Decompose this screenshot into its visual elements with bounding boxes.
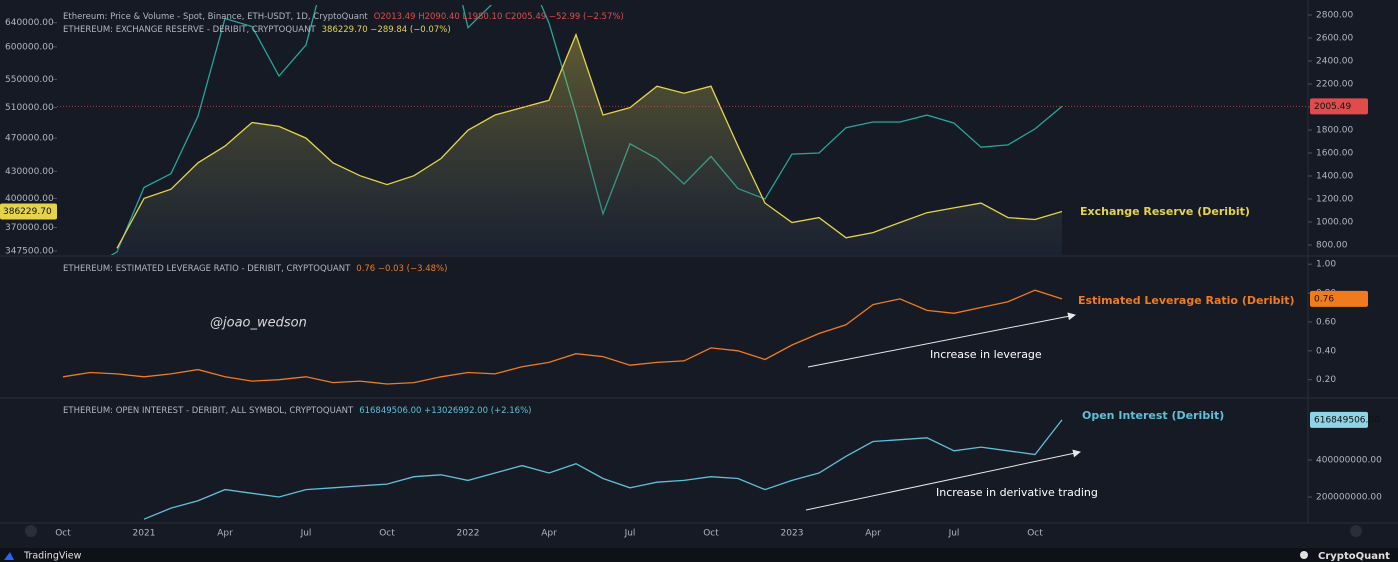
x-tick-label: Oct <box>703 529 719 539</box>
legend-entry: ETHEREUM: ESTIMATED LEVERAGE RATIO - DER… <box>63 264 447 274</box>
footer-left: TradingView <box>23 551 82 562</box>
series-line <box>143 419 1063 520</box>
value-badge-label: 2005.49 <box>1314 102 1351 112</box>
x-tick-label: 2022 <box>457 529 480 539</box>
value-badge <box>1310 98 1368 115</box>
plot <box>62 289 1063 385</box>
y2-tick-label: 370000.00 <box>5 223 54 233</box>
x-tick-label: 2021 <box>133 529 156 539</box>
annotation: Estimated Leverage Ratio (Deribit) <box>1078 294 1295 307</box>
y2-tick-label: 470000.00 <box>5 134 54 144</box>
series-line <box>116 32 1063 249</box>
x-tick-label: 2023 <box>781 529 804 539</box>
y2-tick-label: 347500.00 <box>5 246 54 256</box>
legend-name: Ethereum: Price & Volume - Spot, Binance… <box>63 12 368 22</box>
annotation: Increase in leverage <box>930 348 1042 361</box>
y-tick-label: 800.00 <box>1316 240 1348 250</box>
x-tick-label: Jul <box>624 529 636 539</box>
x-tick-label: Oct <box>1027 529 1043 539</box>
arrow <box>807 312 1076 368</box>
value-badge-label: 616849506.00 <box>1314 415 1380 425</box>
value-badge <box>1310 290 1368 307</box>
x-tick-label: Oct <box>379 529 395 539</box>
x-tick-label: Jul <box>300 529 312 539</box>
background <box>0 0 1398 548</box>
area <box>117 34 1062 255</box>
y2-tick-label: 640000.00 <box>5 18 54 28</box>
arrow <box>805 449 1081 511</box>
y-tick-label: 2200.00 <box>1316 80 1353 90</box>
y-tick-label: 2400.00 <box>1316 57 1353 67</box>
legend-name: ETHEREUM: ESTIMATED LEVERAGE RATIO - DER… <box>63 264 351 274</box>
series-line <box>62 289 1063 385</box>
watermark: @joao_wedson <box>210 316 307 331</box>
x-tick-label: Jul <box>948 529 960 539</box>
value-badge-label: 0.76 <box>1314 294 1334 304</box>
y-tick-label: 0.60 <box>1316 317 1336 327</box>
y-tick-label: 2600.00 <box>1316 34 1353 44</box>
y-tick-label: 2800.00 <box>1316 11 1353 21</box>
button[interactable] <box>25 525 37 537</box>
y-tick-label: 200000000.00 <box>1316 493 1382 503</box>
annotation: Exchange Reserve (Deribit) <box>1080 205 1250 218</box>
x-tick-label: Oct <box>55 529 71 539</box>
y-tick-label: 1200.00 <box>1316 194 1353 204</box>
legend-name: ETHEREUM: OPEN INTEREST - DERIBIT, ALL S… <box>63 406 354 416</box>
y-tick-label: 1800.00 <box>1316 126 1353 136</box>
y-tick-label: 1000.00 <box>1316 217 1353 227</box>
value-badge <box>1310 411 1368 428</box>
y-tick-label: 1600.00 <box>1316 148 1353 158</box>
plot <box>110 5 1063 255</box>
x-tick-label: Apr <box>217 529 233 539</box>
x-tick-label: Apr <box>541 529 557 539</box>
y-tick-label: 0.20 <box>1316 375 1336 385</box>
legend-name: ETHEREUM: EXCHANGE RESERVE - DERIBIT, CR… <box>63 25 316 35</box>
legend-entry: ETHEREUM: OPEN INTEREST - DERIBIT, ALL S… <box>63 406 531 416</box>
value-badge <box>0 203 57 220</box>
logo <box>4 552 14 560</box>
y-tick-label: 1.00 <box>1316 260 1336 270</box>
legend-values: 616849506.00 +13026992.00 (+2.16%) <box>359 406 531 416</box>
footer-right: CryptoQuant <box>1318 551 1390 562</box>
y2-tick-label: 400000.00 <box>5 194 54 204</box>
y2-tick-label: 510000.00 <box>5 103 54 113</box>
plot <box>143 419 1063 520</box>
x-tick-label: Apr <box>865 529 881 539</box>
legend-values: 386229.70 −289.84 (−0.07%) <box>322 25 451 35</box>
annotation: Open Interest (Deribit) <box>1082 409 1224 422</box>
y-tick-label: 0.40 <box>1316 346 1336 356</box>
footer-bar <box>0 548 1398 562</box>
button[interactable] <box>1350 525 1362 537</box>
annotation: Increase in derivative trading <box>936 486 1098 499</box>
y2-tick-label: 430000.00 <box>5 167 54 177</box>
legend-entry: ETHEREUM: EXCHANGE RESERVE - DERIBIT, CR… <box>63 25 451 35</box>
value-badge-label: 386229.70 <box>3 207 52 217</box>
legend-values: 0.76 −0.03 (−3.48%) <box>356 264 447 274</box>
legend-entry: Ethereum: Price & Volume - Spot, Binance… <box>63 12 624 22</box>
y2-tick-label: 600000.00 <box>5 42 54 52</box>
y2-tick-label: 550000.00 <box>5 75 54 85</box>
y-tick-label: 1400.00 <box>1316 171 1353 181</box>
legend-values: O2013.49 H2090.40 L1980.10 C2005.49 −52.… <box>374 12 624 22</box>
y-tick-label: 400000000.00 <box>1316 456 1382 466</box>
logo <box>1300 551 1308 559</box>
